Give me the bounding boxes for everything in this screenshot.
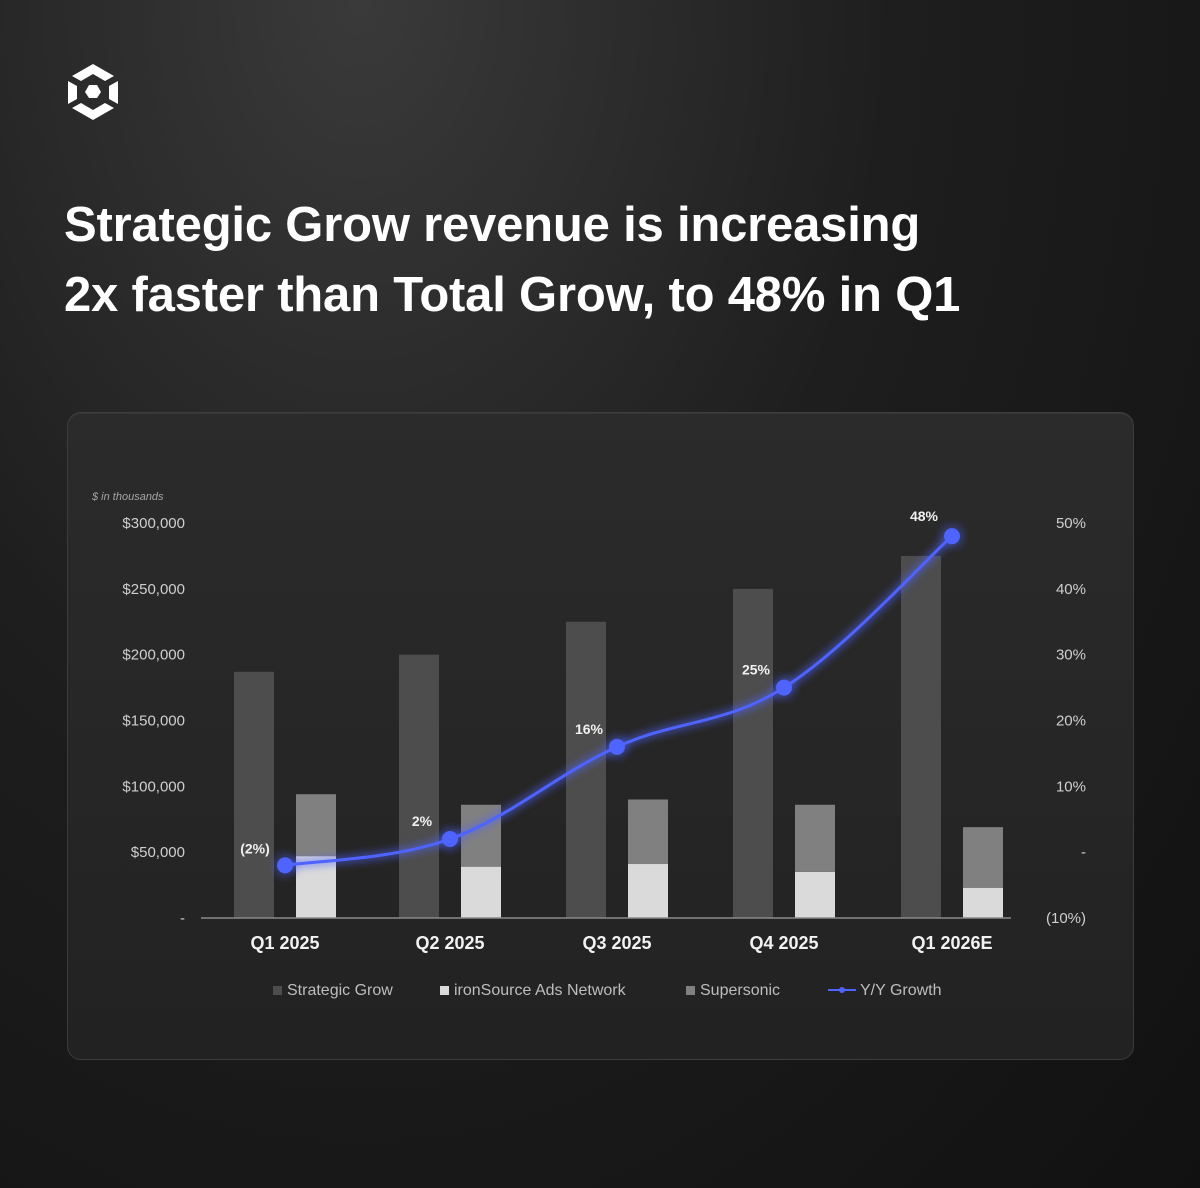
yy-growth-point-2 [609,738,625,755]
left-axis-tick-3: $150,000 [122,713,185,730]
yy-growth-label-0: (2%) [240,840,270,856]
right-axis-tick-2: 10% [1056,778,1086,795]
bar-strategic-grow-3 [733,588,773,918]
bar-supersonic-2 [628,799,668,865]
left-axis-tick-1: $50,000 [131,844,185,861]
bar-strategic-grow-4 [901,555,941,918]
chart-panel: $ in thousands - $50,000 $100,000 $150,000 $… [67,412,1134,1060]
right-axis-tick-0: (10%) [1046,910,1086,927]
legend-label-2: Supersonic [700,982,780,999]
yy-growth-point-1 [442,831,458,847]
right-axis-tick-4: 30% [1056,647,1086,664]
revenue-chart: $ in thousands - $50,000 $100,000 $150,000 $… [91,491,1086,999]
category-labels: Q1 2025 Q2 2025 Q3 2025 Q4 2025 Q1 2026E [250,933,992,953]
left-axis-tick-4: $200,000 [122,647,185,664]
legend-line-marker-3 [839,987,845,993]
bar-ironsource-2 [628,864,668,918]
category-label-1: Q2 2025 [415,933,484,953]
page-title: Strategic Grow revenue is increasing 2x … [64,190,1164,330]
right-axis-tick-5: 40% [1056,581,1086,598]
legend-label-3: Y/Y Growth [860,982,942,999]
yy-growth-label-2: 16% [575,721,604,737]
title-line-2: 2x faster than Total Grow, to 48% in Q1 [64,268,961,322]
category-label-0: Q1 2025 [250,933,319,953]
right-axis-tick-3: 20% [1056,713,1086,730]
left-axis-tick-0: - [180,910,185,927]
yy-growth-line-path [284,535,954,867]
category-label-2: Q3 2025 [582,933,651,953]
bar-supersonic-3 [795,804,835,872]
yy-growth-point-4 [944,528,960,545]
legend-label-0: Strategic Grow [287,982,393,999]
right-axis-tick-1: - [1081,844,1086,861]
yy-growth-label-4: 48% [910,508,939,524]
legend-swatch-2 [686,986,695,995]
category-label-4: Q1 2026E [911,933,992,953]
legend-swatch-1 [440,986,449,995]
bar-supersonic-0 [296,794,336,857]
legend: Strategic Grow ironSource Ads Network Supe… [273,982,942,999]
unit-note: $ in thousands [91,491,164,503]
category-label-3: Q4 2025 [749,933,818,953]
yy-growth-point-0 [277,857,293,874]
left-axis: - $50,000 $100,000 $150,000 $200,000 $250,000… [122,515,185,927]
bar-ironsource-4 [963,887,1003,918]
bar-strategic-grow-1 [399,654,439,918]
bar-supersonic-4 [963,827,1003,888]
left-axis-tick-2: $100,000 [122,778,185,795]
left-axis-tick-5: $250,000 [122,581,185,598]
right-axis: (10%) - 10% 20% 30% 40% 50% [1046,515,1086,927]
legend-swatch-0 [273,986,282,995]
yy-growth-line-glow [284,533,955,870]
right-axis-tick-6: 50% [1056,515,1086,532]
unity-logo-icon [68,64,118,120]
bar-strategic-grow-0 [234,671,274,918]
bars [234,555,1003,918]
legend-label-1: ironSource Ads Network [454,982,627,999]
bar-ironsource-1 [461,866,501,918]
title-line-1: Strategic Grow revenue is increasing [64,198,921,252]
yy-growth-label-1: 2% [412,813,433,829]
left-axis-tick-6: $300,000 [122,515,185,532]
yy-growth-line: (2%) 2% 16% 25% 48% [240,508,964,878]
yy-growth-point-3 [776,679,792,696]
bar-ironsource-3 [795,871,835,918]
yy-growth-label-3: 25% [742,662,771,678]
